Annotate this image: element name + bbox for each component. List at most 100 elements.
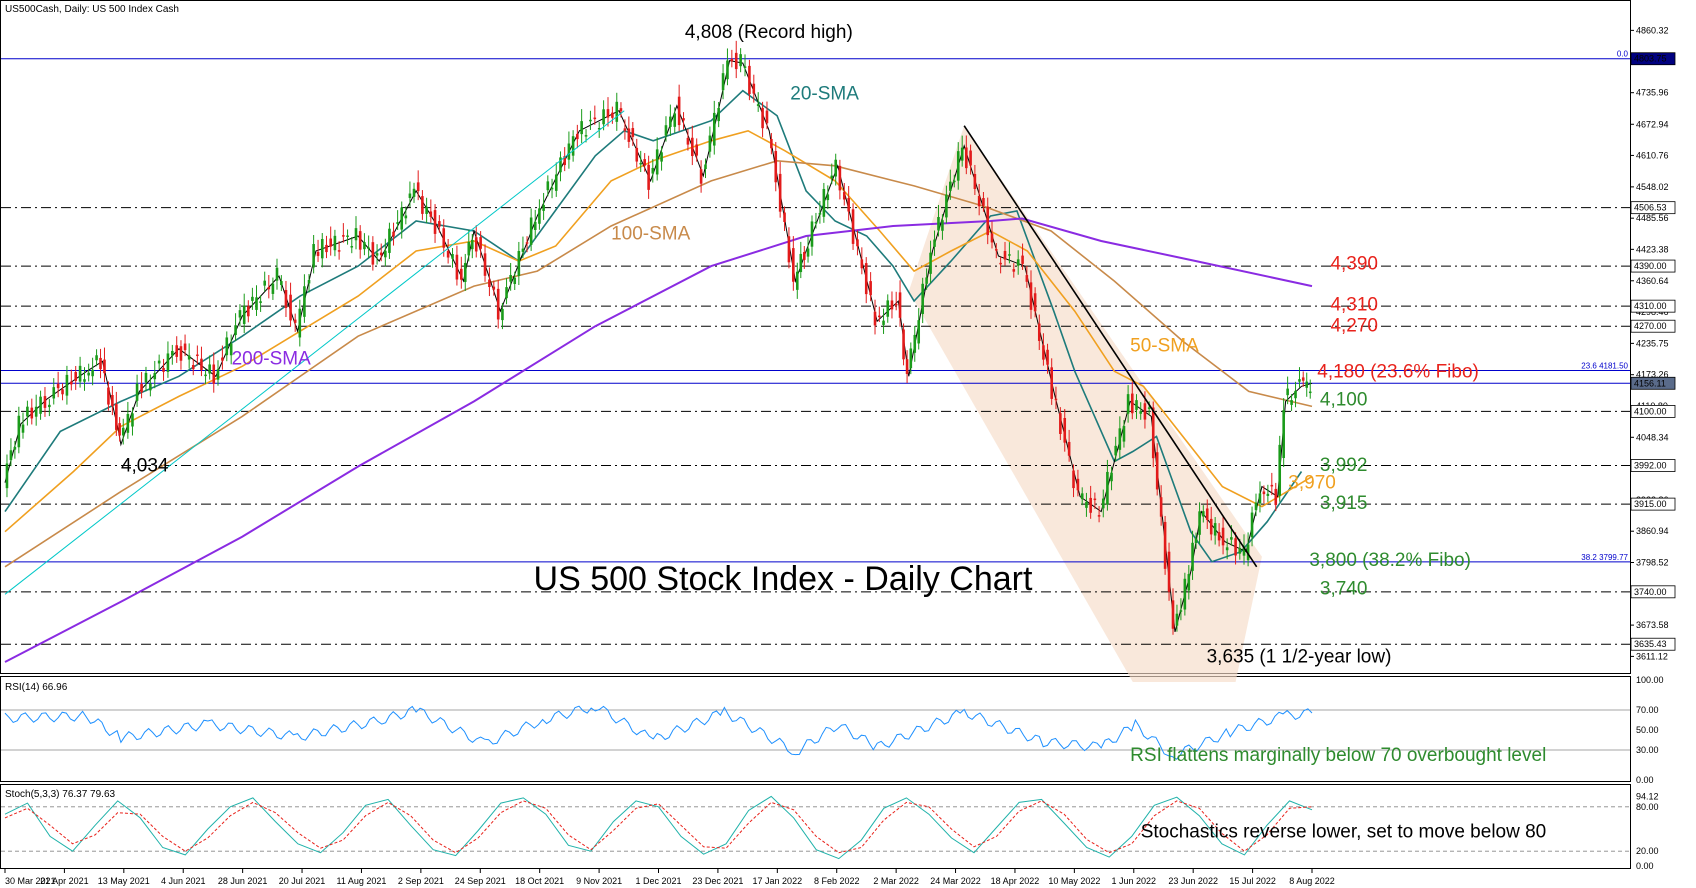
candle-body bbox=[1130, 393, 1134, 414]
candle-body bbox=[289, 294, 292, 321]
y-tick-label: 3860.94 bbox=[1636, 526, 1669, 536]
fibo-labels: 0.0 23.6 4181.50 38.2 3799.77 bbox=[1581, 50, 1628, 562]
candle-body bbox=[433, 210, 437, 234]
candle-body bbox=[783, 212, 786, 222]
candle-body bbox=[479, 237, 482, 249]
candle-body bbox=[639, 162, 643, 165]
fibo-level-label: 0.0 bbox=[1617, 50, 1629, 59]
candle-body bbox=[1029, 282, 1033, 310]
candle-body bbox=[726, 60, 729, 80]
candle-body bbox=[421, 196, 424, 214]
candle-body bbox=[1126, 394, 1130, 414]
candle-body bbox=[538, 208, 541, 224]
candle-body bbox=[986, 206, 990, 236]
rsi-y-tick: 0.00 bbox=[1636, 775, 1654, 785]
x-tick-label: 2 Sep 2021 bbox=[398, 876, 444, 886]
candle-body bbox=[153, 372, 157, 380]
candle-body bbox=[505, 287, 508, 299]
candle-body bbox=[216, 369, 220, 380]
candle-body bbox=[647, 164, 650, 190]
candle-body bbox=[517, 250, 521, 276]
candle-body bbox=[48, 404, 51, 408]
trendlines bbox=[4, 110, 1258, 595]
price-tag-label: 3915.00 bbox=[1634, 499, 1667, 509]
candle-body bbox=[78, 365, 82, 382]
candle-body bbox=[354, 228, 358, 241]
candle-body bbox=[949, 181, 952, 191]
rsi-line bbox=[4, 705, 1313, 760]
candle-body bbox=[965, 147, 968, 169]
candle-body bbox=[367, 247, 370, 250]
candle-body bbox=[533, 221, 537, 230]
stoch-k-line bbox=[4, 795, 1313, 860]
x-tick-label: 30 Mar 2021 bbox=[5, 876, 56, 886]
20-sma-line bbox=[4, 89, 1303, 563]
candle-body bbox=[905, 359, 909, 374]
candle-body bbox=[909, 348, 913, 369]
x-tick-label: 18 Apr 2022 bbox=[991, 876, 1040, 886]
y-tick-label: 4548.02 bbox=[1636, 182, 1669, 192]
candle-body bbox=[699, 169, 703, 184]
candle-body bbox=[1147, 407, 1151, 409]
candle-body bbox=[1286, 388, 1289, 396]
candle-body bbox=[937, 217, 940, 231]
candle-body bbox=[171, 350, 174, 356]
candle-body bbox=[734, 52, 738, 70]
candle-body bbox=[792, 248, 795, 282]
channel-shading bbox=[908, 125, 1262, 682]
candle-body bbox=[208, 364, 211, 374]
candle-body bbox=[166, 353, 170, 372]
candle-body bbox=[869, 281, 872, 296]
candle-body bbox=[1266, 493, 1270, 496]
level-lines bbox=[1, 58, 1630, 645]
x-tick-label: 28 Jun 2021 bbox=[218, 876, 268, 886]
rsi-panel-frame bbox=[0, 676, 1631, 782]
candle-body bbox=[563, 156, 566, 166]
candle-body bbox=[990, 233, 994, 243]
candle-body bbox=[933, 239, 936, 247]
candle-body bbox=[83, 379, 86, 382]
candle-body bbox=[774, 151, 778, 183]
candle-body bbox=[673, 113, 677, 127]
candle-body bbox=[337, 250, 341, 252]
chart-annotation: 4,180 (23.6% Fibo) bbox=[1317, 361, 1479, 382]
price-tag-box bbox=[1630, 52, 1676, 66]
candle-body bbox=[913, 334, 917, 353]
candle-body bbox=[333, 235, 337, 251]
candle-body bbox=[550, 187, 554, 190]
candle-body bbox=[856, 239, 859, 247]
x-tick-label: 23 Jun 2022 bbox=[1168, 876, 1218, 886]
candle-body bbox=[1202, 511, 1205, 517]
candle-body bbox=[470, 239, 474, 250]
candle-body bbox=[1194, 538, 1198, 543]
candle-body bbox=[1282, 410, 1285, 459]
candle-body bbox=[860, 259, 864, 269]
price-tag-box bbox=[1630, 497, 1676, 511]
candle-body bbox=[567, 143, 571, 160]
candle-body bbox=[1298, 379, 1301, 382]
candle-body bbox=[952, 180, 956, 183]
candle-body bbox=[1294, 390, 1297, 399]
candle-body bbox=[810, 221, 814, 247]
candle-body bbox=[1003, 250, 1007, 260]
candle-body bbox=[1122, 425, 1126, 442]
candle-body bbox=[576, 133, 579, 140]
price-tags: 4803.75 4506.53 4390.00 4310.00 4270.00 4156.… bbox=[1630, 52, 1676, 651]
chart-annotation: 4,390 bbox=[1330, 254, 1378, 275]
candle-body bbox=[21, 424, 25, 433]
candle-body bbox=[329, 238, 332, 247]
candle-body bbox=[1143, 403, 1147, 420]
y-tick-label: 4672.94 bbox=[1636, 119, 1669, 129]
200-sma-line bbox=[4, 217, 1313, 663]
candle-body bbox=[708, 135, 712, 152]
rsi-y-tick: 30.00 bbox=[1636, 745, 1659, 755]
candle-body bbox=[1301, 377, 1305, 381]
candle-body bbox=[717, 107, 720, 122]
candle-body bbox=[682, 118, 685, 121]
candle-body bbox=[864, 263, 868, 295]
candle-body bbox=[994, 249, 998, 251]
x-tick-label: 13 May 2021 bbox=[98, 876, 150, 886]
candle-body bbox=[635, 147, 639, 162]
